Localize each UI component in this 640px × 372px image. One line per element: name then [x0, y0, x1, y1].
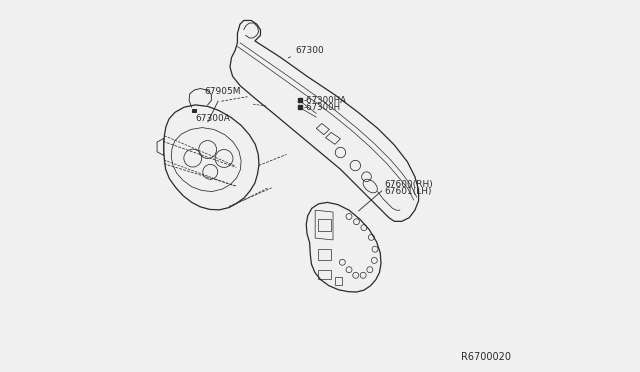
Text: 67300A: 67300A: [195, 110, 230, 123]
Text: -67300HA: -67300HA: [303, 96, 346, 105]
Text: 67601(LH): 67601(LH): [385, 187, 432, 196]
Text: 67905M: 67905M: [205, 87, 241, 122]
Text: R6700020: R6700020: [461, 352, 511, 362]
Text: 67600(RH): 67600(RH): [385, 180, 433, 189]
Text: 67300: 67300: [289, 46, 324, 58]
Text: -67300H: -67300H: [303, 103, 340, 112]
Polygon shape: [191, 109, 196, 112]
